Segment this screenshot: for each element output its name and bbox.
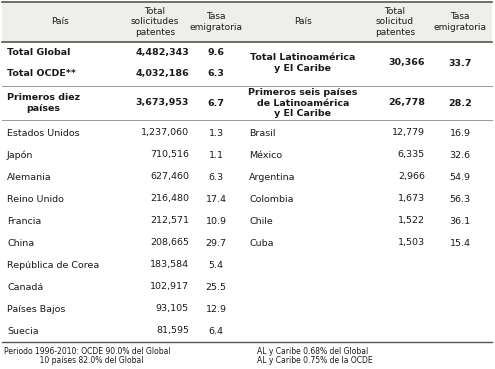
Text: 30,366: 30,366 [389, 59, 425, 68]
Text: Total
solicitud
patentes: Total solicitud patentes [375, 7, 415, 37]
Text: 32.6: 32.6 [449, 151, 471, 159]
Text: Total Global: Total Global [7, 48, 70, 57]
Text: 1.3: 1.3 [208, 128, 224, 138]
Text: 710,516: 710,516 [150, 151, 189, 159]
Text: Tasa
emigratoria: Tasa emigratoria [434, 12, 487, 32]
Text: 93,105: 93,105 [156, 304, 189, 314]
Text: 1,673: 1,673 [398, 194, 425, 203]
Text: 183,584: 183,584 [150, 261, 189, 269]
Text: 4,032,186: 4,032,186 [135, 69, 189, 78]
Text: 10 países 82.0% del Global: 10 países 82.0% del Global [4, 356, 144, 365]
Text: 54.9: 54.9 [449, 172, 471, 182]
Text: 9.6: 9.6 [207, 48, 225, 57]
Text: 12.9: 12.9 [205, 304, 227, 314]
Text: 2,966: 2,966 [398, 172, 425, 182]
Text: 16.9: 16.9 [449, 128, 471, 138]
Text: 6.3: 6.3 [208, 172, 224, 182]
Text: Japón: Japón [7, 150, 33, 160]
Text: Tasa
emigratoria: Tasa emigratoria [190, 12, 243, 32]
Text: Primeros seis países
de Latinoamérica
y El Caribe: Primeros seis países de Latinoamérica y … [248, 88, 358, 118]
Text: 216,480: 216,480 [150, 194, 189, 203]
Text: 6,335: 6,335 [398, 151, 425, 159]
Text: 1,503: 1,503 [398, 238, 425, 248]
Text: Cuba: Cuba [249, 238, 274, 248]
Text: Chile: Chile [249, 217, 273, 225]
Text: 1,522: 1,522 [398, 217, 425, 225]
Text: Total OCDE**: Total OCDE** [7, 69, 76, 78]
Text: 26,778: 26,778 [388, 99, 425, 107]
Text: Argentina: Argentina [249, 172, 296, 182]
Text: 627,460: 627,460 [150, 172, 189, 182]
Text: 28.2: 28.2 [448, 99, 472, 107]
Text: 6.4: 6.4 [208, 327, 224, 335]
Text: Colombia: Colombia [249, 194, 294, 203]
Text: México: México [249, 151, 282, 159]
Text: Total
solicitudes
patentes: Total solicitudes patentes [131, 7, 179, 37]
Text: 15.4: 15.4 [449, 238, 471, 248]
Text: Brasil: Brasil [249, 128, 276, 138]
Text: 212,571: 212,571 [150, 217, 189, 225]
Text: Canadá: Canadá [7, 283, 43, 292]
Text: 3,673,953: 3,673,953 [136, 99, 189, 107]
Text: Alemania: Alemania [7, 172, 51, 182]
Text: AL y Caribe 0.68% del Global: AL y Caribe 0.68% del Global [257, 347, 368, 356]
Text: 17.4: 17.4 [205, 194, 227, 203]
Text: 1.1: 1.1 [208, 151, 224, 159]
Text: China: China [7, 238, 34, 248]
Text: 5.4: 5.4 [208, 261, 224, 269]
Text: 208,665: 208,665 [150, 238, 189, 248]
Text: Países Bajos: Países Bajos [7, 304, 65, 314]
Text: País: País [51, 17, 69, 27]
Text: Periodo 1996-2010: OCDE 90.0% del Global: Periodo 1996-2010: OCDE 90.0% del Global [4, 347, 171, 356]
Text: 6.3: 6.3 [207, 69, 224, 78]
Text: 4,482,343: 4,482,343 [135, 48, 189, 57]
Text: 56.3: 56.3 [449, 194, 471, 203]
Text: 102,917: 102,917 [150, 283, 189, 292]
Text: 36.1: 36.1 [449, 217, 471, 225]
Text: Reino Unido: Reino Unido [7, 194, 64, 203]
Text: 25.5: 25.5 [205, 283, 227, 292]
FancyBboxPatch shape [2, 2, 492, 42]
Text: Total Latinoamérica
y El Caribe: Total Latinoamérica y El Caribe [250, 53, 356, 73]
Text: 33.7: 33.7 [448, 59, 472, 68]
Text: AL y Caribe 0.75% de la OCDE: AL y Caribe 0.75% de la OCDE [257, 356, 373, 365]
Text: 6.7: 6.7 [207, 99, 225, 107]
Text: 1,237,060: 1,237,060 [141, 128, 189, 138]
Text: 10.9: 10.9 [205, 217, 227, 225]
Text: Estados Unidos: Estados Unidos [7, 128, 80, 138]
Text: Francia: Francia [7, 217, 41, 225]
Text: 12,779: 12,779 [392, 128, 425, 138]
Text: 29.7: 29.7 [205, 238, 227, 248]
Text: Suecia: Suecia [7, 327, 39, 335]
Text: País: País [294, 17, 312, 27]
Text: Primeros diez
países: Primeros diez países [7, 93, 80, 113]
Text: República de Corea: República de Corea [7, 261, 99, 269]
Text: 81,595: 81,595 [156, 327, 189, 335]
